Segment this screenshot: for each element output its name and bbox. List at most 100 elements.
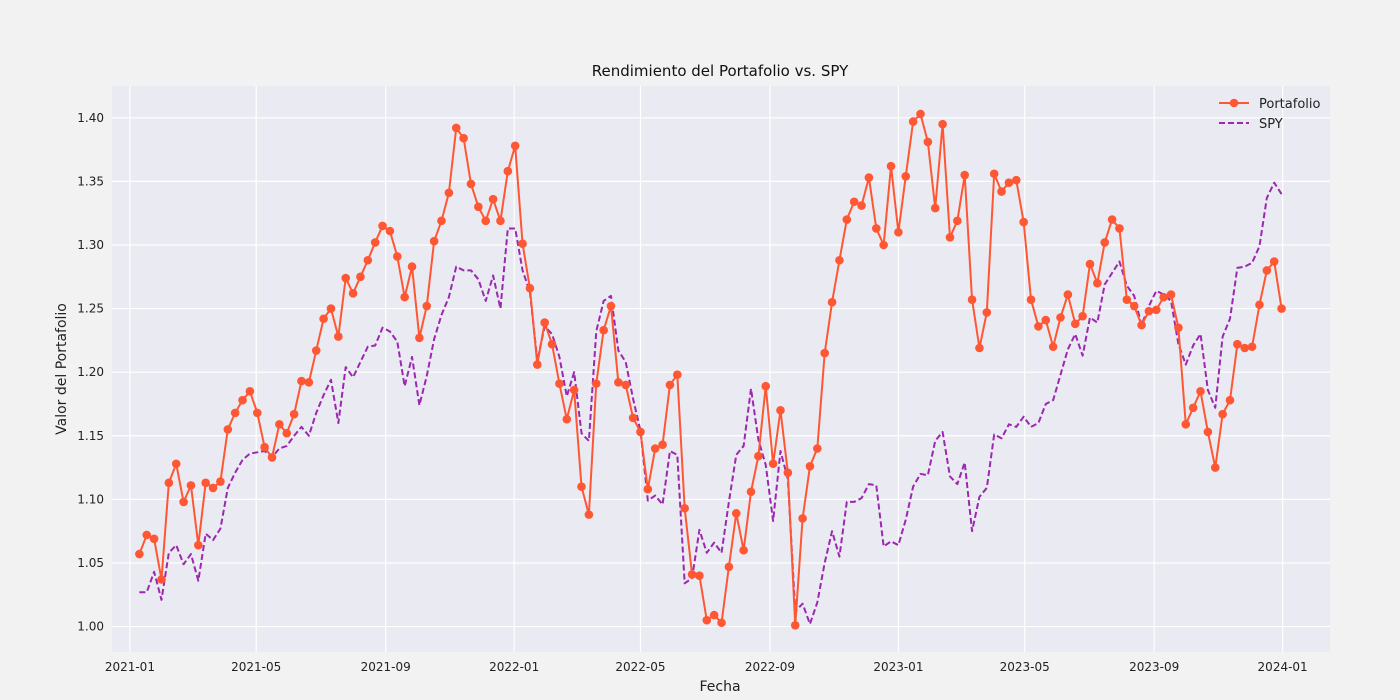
data-point-portafolio: [1129, 301, 1139, 311]
data-point-portafolio: [562, 414, 572, 424]
data-point-portafolio: [1152, 305, 1161, 315]
grid: [112, 86, 1330, 652]
x-tick-label: 2022-05: [615, 660, 665, 674]
data-point-portafolio: [1210, 463, 1220, 472]
data-point-portafolio: [555, 379, 564, 388]
data-point-portafolio: [805, 462, 815, 471]
data-point-portafolio: [459, 133, 468, 143]
data-point-portafolio: [488, 194, 498, 204]
data-point-portafolio: [208, 483, 218, 493]
y-tick-label: 1.35: [77, 174, 104, 188]
data-point-portafolio: [216, 477, 225, 486]
y-tick-label: 1.40: [77, 111, 104, 125]
data-point-portafolio: [1196, 386, 1205, 396]
data-point-portafolio: [569, 385, 579, 395]
data-point-portafolio: [1034, 322, 1043, 331]
data-point-portafolio: [1041, 315, 1051, 325]
data-point-portafolio: [1159, 292, 1168, 302]
data-point-portafolio: [252, 408, 262, 418]
x-tick-label: 2024-01: [1258, 660, 1308, 674]
data-point-portafolio: [481, 216, 491, 226]
data-point-portafolio: [334, 332, 343, 341]
data-point-portafolio: [1188, 403, 1198, 413]
x-axis-label: Fecha: [699, 679, 740, 695]
data-point-portafolio: [790, 620, 800, 630]
data-point-portafolio: [1269, 257, 1279, 266]
data-point-portafolio: [724, 562, 734, 572]
data-point-portafolio: [591, 379, 601, 388]
data-point-portafolio: [149, 534, 159, 544]
data-point-portafolio: [496, 216, 505, 226]
data-point-portafolio: [982, 308, 992, 317]
x-tick-label: 2023-01: [873, 660, 923, 674]
data-point-portafolio: [1115, 224, 1124, 233]
data-point-portafolio: [260, 442, 269, 452]
y-tick-label: 1.30: [77, 238, 104, 252]
data-point-portafolio: [628, 413, 638, 423]
legend-label-portafolio: Portafolio: [1259, 97, 1320, 112]
data-point-portafolio: [407, 262, 417, 271]
data-point-portafolio: [289, 409, 299, 419]
y-axis-label: Valor del Portafolio: [54, 303, 70, 435]
data-point-portafolio: [886, 161, 896, 171]
data-point-portafolio: [1225, 395, 1235, 405]
data-point-portafolio: [761, 381, 771, 391]
data-point-portafolio: [1203, 427, 1213, 437]
data-point-portafolio: [599, 325, 608, 335]
chart-title: Rendimiento del Portafolio vs. SPY: [592, 62, 849, 80]
data-point-portafolio: [923, 137, 933, 147]
data-point-portafolio: [223, 425, 233, 434]
data-point-portafolio: [547, 339, 557, 349]
data-point-portafolio: [989, 169, 999, 179]
data-point-portafolio: [798, 514, 807, 523]
data-point-portafolio: [415, 333, 424, 343]
data-point-portafolio: [1166, 290, 1176, 299]
data-point-portafolio: [1277, 304, 1286, 313]
data-point-portafolio: [643, 484, 653, 494]
data-point-portafolio: [717, 618, 726, 628]
data-point-portafolio: [437, 216, 446, 226]
x-axis-ticks: 2021-01 2021-05 2021-09 2022-01 2022-05 2022-…: [105, 660, 1308, 674]
data-point-portafolio: [842, 215, 852, 224]
y-tick-label: 1.15: [77, 429, 104, 443]
x-tick-label: 2022-01: [489, 660, 539, 674]
data-point-portafolio: [503, 166, 513, 176]
data-point-portafolio: [938, 119, 947, 129]
data-point-portafolio: [614, 378, 623, 387]
data-point-portafolio: [879, 240, 888, 250]
data-point-portafolio: [967, 295, 977, 304]
data-point-portafolio: [164, 478, 174, 488]
data-point-portafolio: [1011, 175, 1021, 185]
data-point-portafolio: [820, 348, 829, 358]
data-point-portafolio: [319, 314, 328, 324]
data-point-portafolio: [1078, 311, 1087, 321]
data-point-portafolio: [341, 273, 351, 283]
data-point-portafolio: [1048, 342, 1058, 352]
data-point-portafolio: [1218, 409, 1227, 419]
data-point-portafolio: [238, 395, 247, 405]
data-point-portafolio: [702, 615, 712, 625]
data-point-portafolio: [960, 170, 970, 180]
x-tick-label: 2021-09: [361, 660, 411, 674]
data-point-portafolio: [894, 227, 903, 237]
data-point-portafolio: [1181, 420, 1191, 429]
data-point-portafolio: [709, 610, 719, 620]
data-point-portafolio: [466, 179, 476, 189]
data-point-portafolio: [975, 343, 984, 353]
data-point-portafolio: [194, 540, 203, 550]
data-point-portafolio: [1056, 313, 1065, 322]
data-point-portafolio: [849, 197, 859, 207]
data-point-portafolio: [363, 255, 373, 265]
data-point-portafolio: [953, 216, 962, 226]
data-point-portafolio: [1107, 215, 1117, 224]
data-point-portafolio: [142, 530, 152, 540]
data-point-portafolio: [179, 497, 188, 507]
data-point-portafolio: [857, 201, 866, 210]
legend: Portafolio SPY: [1219, 97, 1320, 132]
data-point-portafolio: [282, 428, 292, 438]
data-point-portafolio: [997, 187, 1006, 196]
data-point-portafolio: [186, 481, 196, 490]
plot-area: [112, 86, 1330, 652]
data-point-portafolio: [311, 346, 321, 355]
